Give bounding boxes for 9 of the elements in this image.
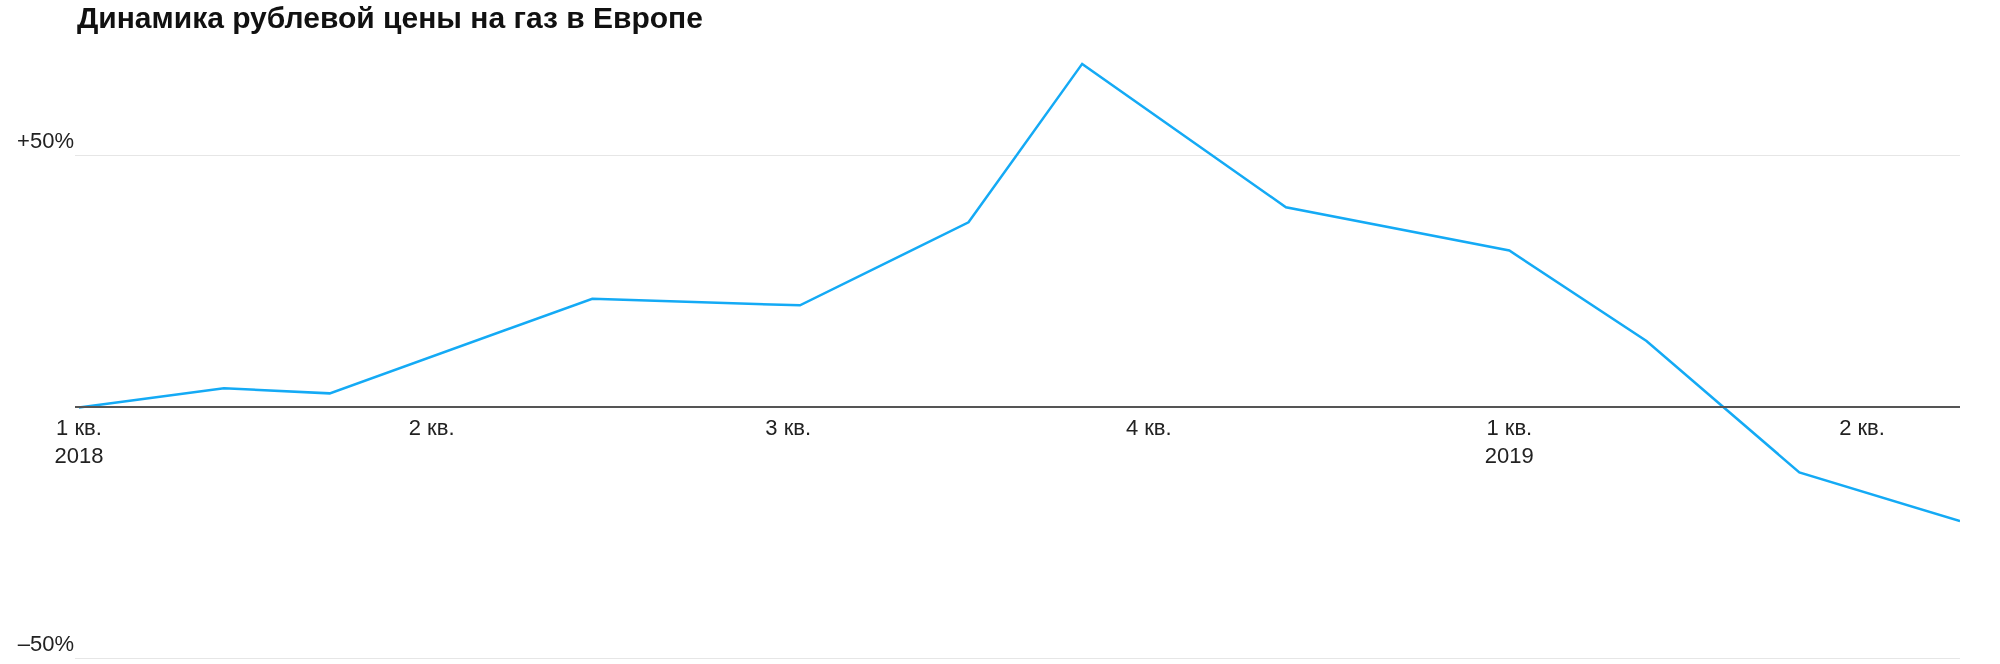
y-tick-label: +50% <box>17 128 74 154</box>
x-tick-label: 3 кв. <box>765 414 812 440</box>
x-tick-label: 2 кв. <box>408 414 455 440</box>
x-tick-label: 1 кв. 2018 <box>54 414 104 469</box>
chart-title: Динамика рублевой цены на газ в Европе <box>76 0 703 34</box>
x-tick-label: 4 кв. <box>1125 414 1172 440</box>
x-tick-label: 1 кв. 2019 <box>1484 414 1534 469</box>
x-tick-label: 2 кв. <box>1839 414 1885 440</box>
y-tick-label: –50% <box>17 631 74 657</box>
